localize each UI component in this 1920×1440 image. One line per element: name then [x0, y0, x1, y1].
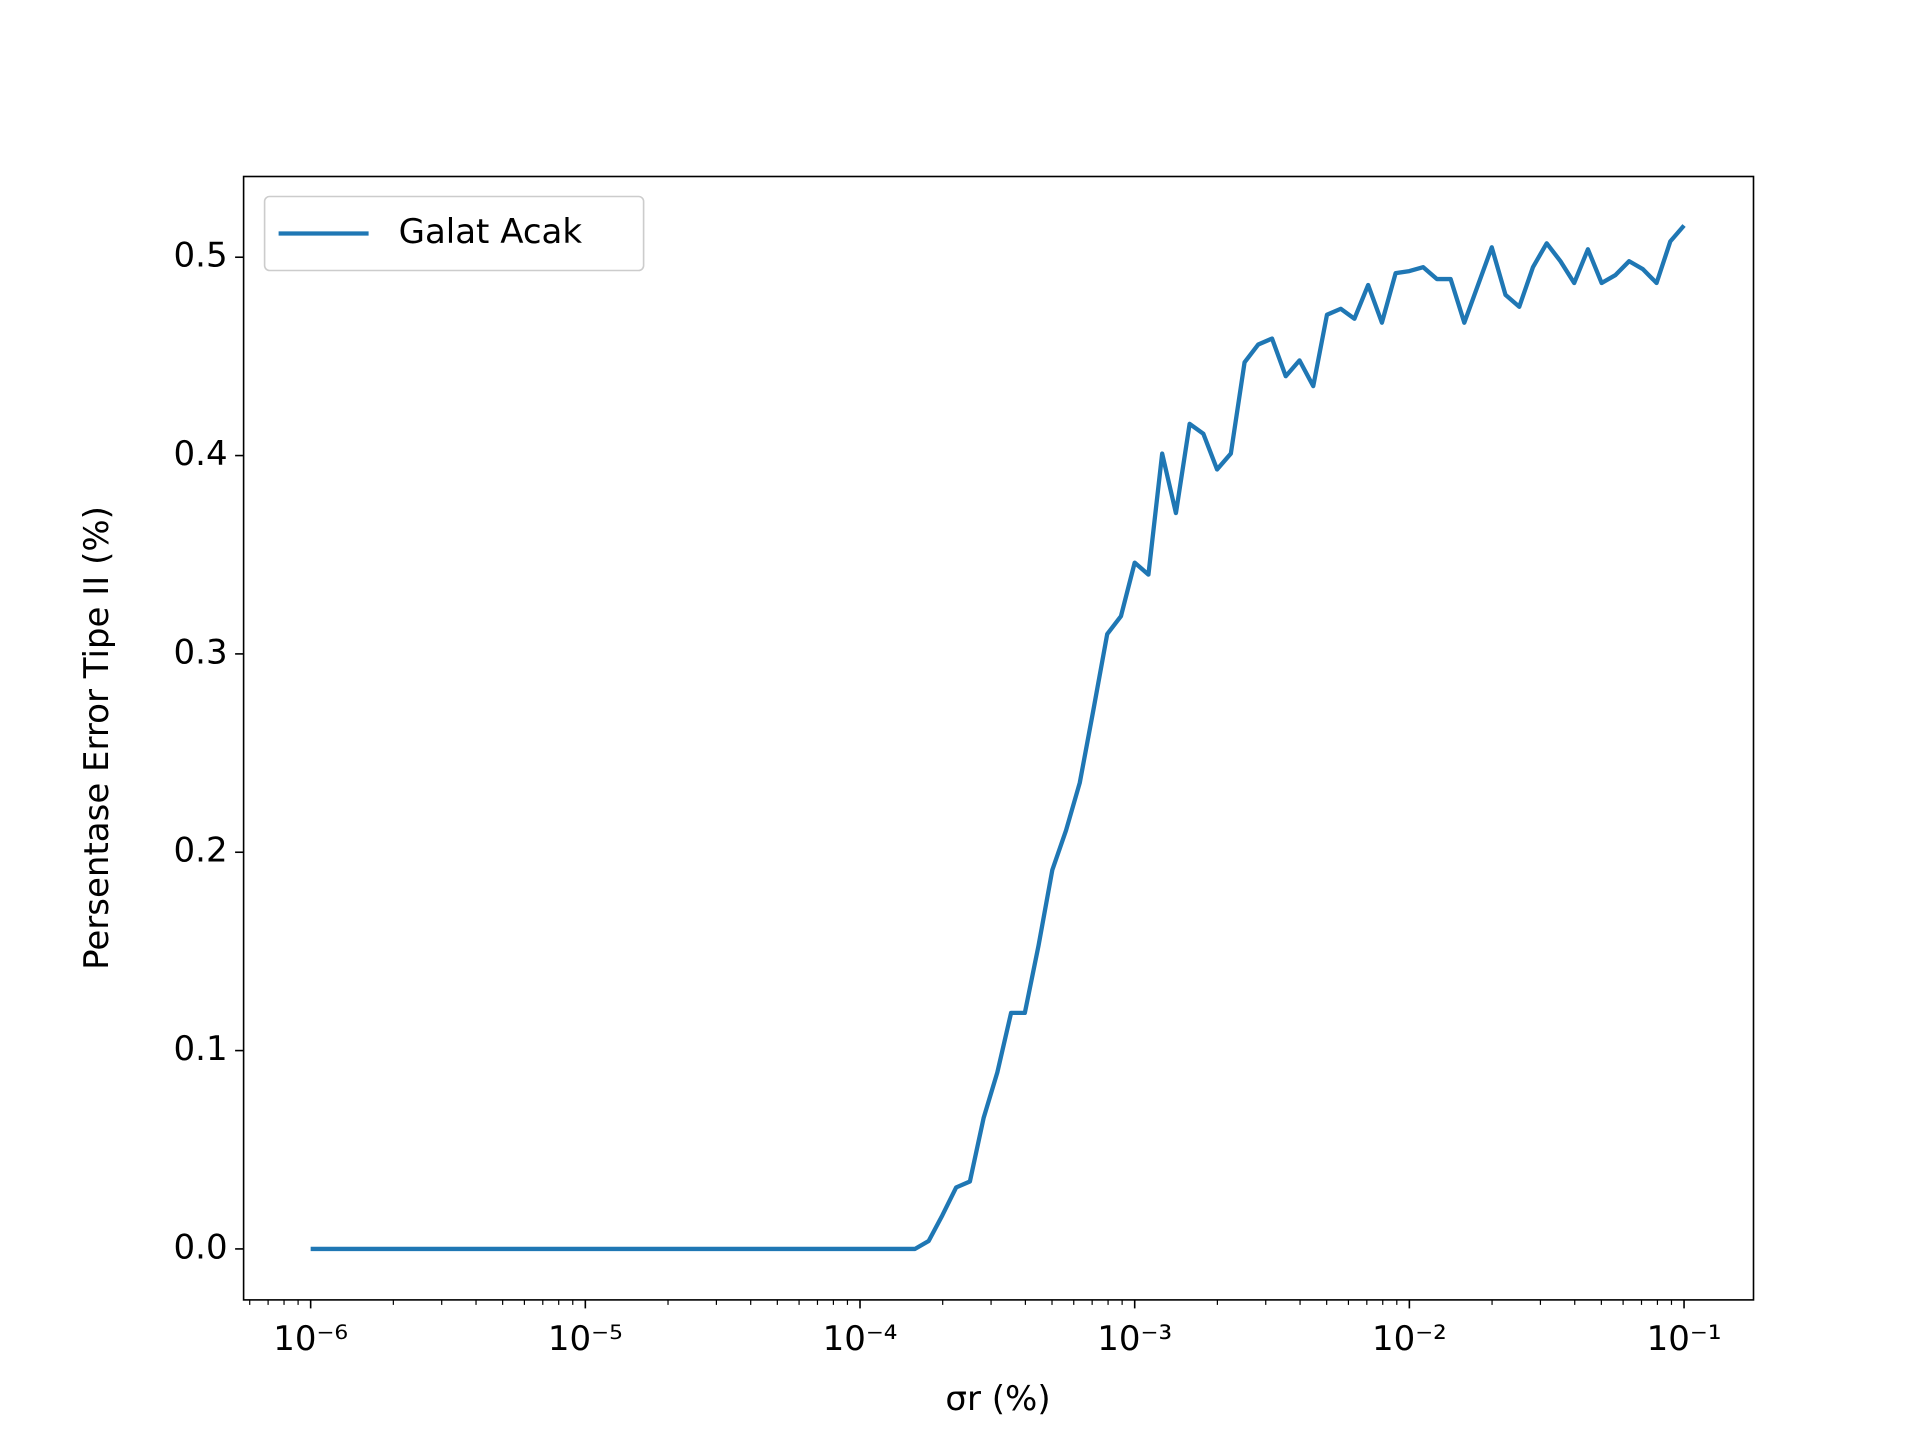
y-tick-label: 0.5 [174, 236, 228, 276]
x-axis-label: σr (%) [945, 1379, 1050, 1419]
y-axis-label: Persentase Error Tipe II (%) [77, 506, 117, 970]
plot-frame [242, 175, 1755, 1301]
x-tick-label: 10⁻⁴ [823, 1319, 898, 1359]
x-tick-label: 10⁻⁶ [273, 1319, 348, 1359]
y-tick-label: 0.2 [174, 831, 228, 871]
x-tick-label: 10⁻⁵ [548, 1319, 623, 1359]
y-tick-label: 0.0 [174, 1227, 228, 1267]
x-tick-label: 10⁻³ [1097, 1319, 1172, 1359]
y-tick-label: 0.1 [174, 1029, 228, 1069]
x-tick-label: 10⁻² [1372, 1319, 1447, 1359]
y-tick-label: 0.3 [174, 632, 228, 672]
data-line [310, 224, 1686, 1252]
legend-label: Galat Acak [399, 212, 583, 252]
x-tick-label: 10⁻¹ [1647, 1319, 1722, 1359]
y-tick-label: 0.4 [174, 434, 228, 474]
legend-box [263, 195, 645, 272]
